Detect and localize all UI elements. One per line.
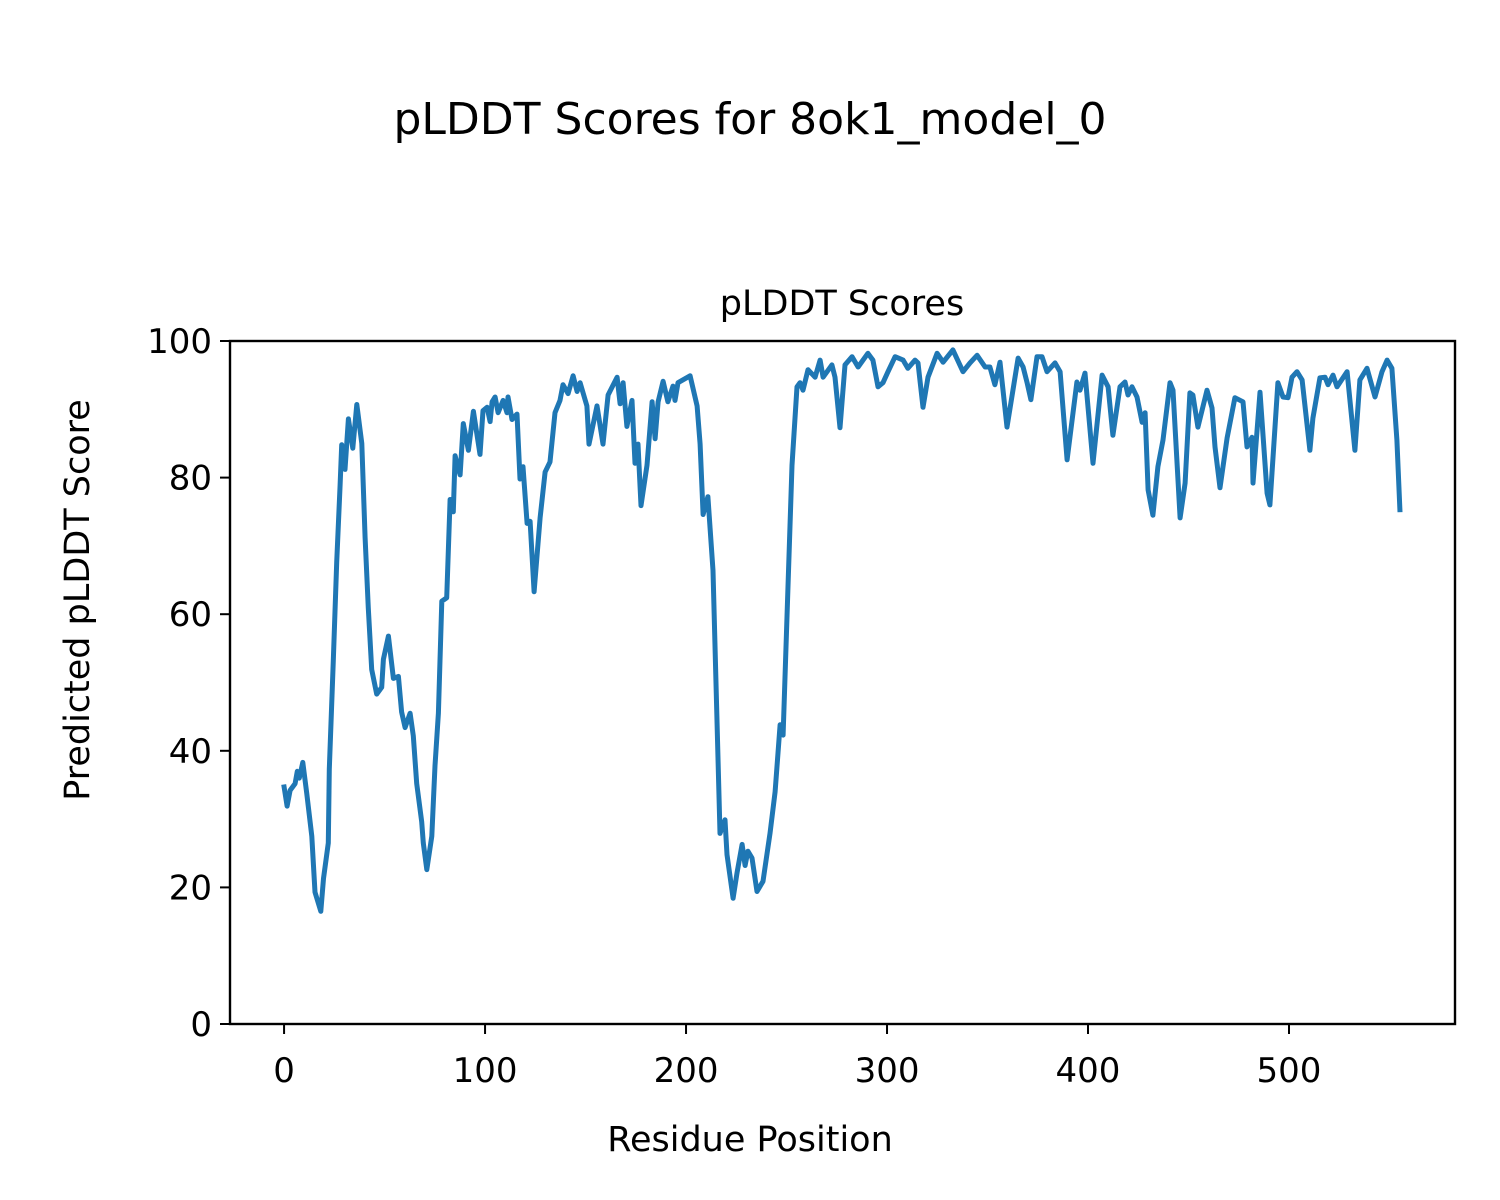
y-tick-label: 20 (169, 868, 212, 908)
y-axis-label: Predicted pLDDT Score (58, 399, 98, 801)
x-axis: 0 100 200 300 400 500 (273, 1024, 1321, 1091)
x-tick-label: 200 (654, 1051, 719, 1091)
x-axis-label: Residue Position (607, 1120, 893, 1160)
x-tick-label: 300 (855, 1051, 920, 1091)
y-tick-label: 0 (190, 1005, 212, 1045)
x-tick-label: 0 (273, 1051, 295, 1091)
x-tick-label: 500 (1257, 1051, 1322, 1091)
plddt-series-line (281, 347, 1403, 914)
figure-suptitle: pLDDT Scores for 8ok1_model_0 (393, 94, 1106, 145)
y-axis: 0 20 40 60 80 100 (147, 322, 230, 1045)
axes-frame (228, 339, 1457, 1026)
plot-area: 0 100 200 300 400 500 0 20 40 60 80 100 (147, 322, 1457, 1091)
x-tick-label: 400 (1056, 1051, 1121, 1091)
y-tick-label: 60 (169, 595, 212, 635)
y-tick-label: 80 (169, 459, 212, 499)
axes-title: pLDDT Scores (720, 284, 964, 324)
x-tick-label: 100 (453, 1051, 518, 1091)
y-tick-label: 40 (169, 732, 212, 772)
y-tick-label: 100 (147, 322, 212, 362)
